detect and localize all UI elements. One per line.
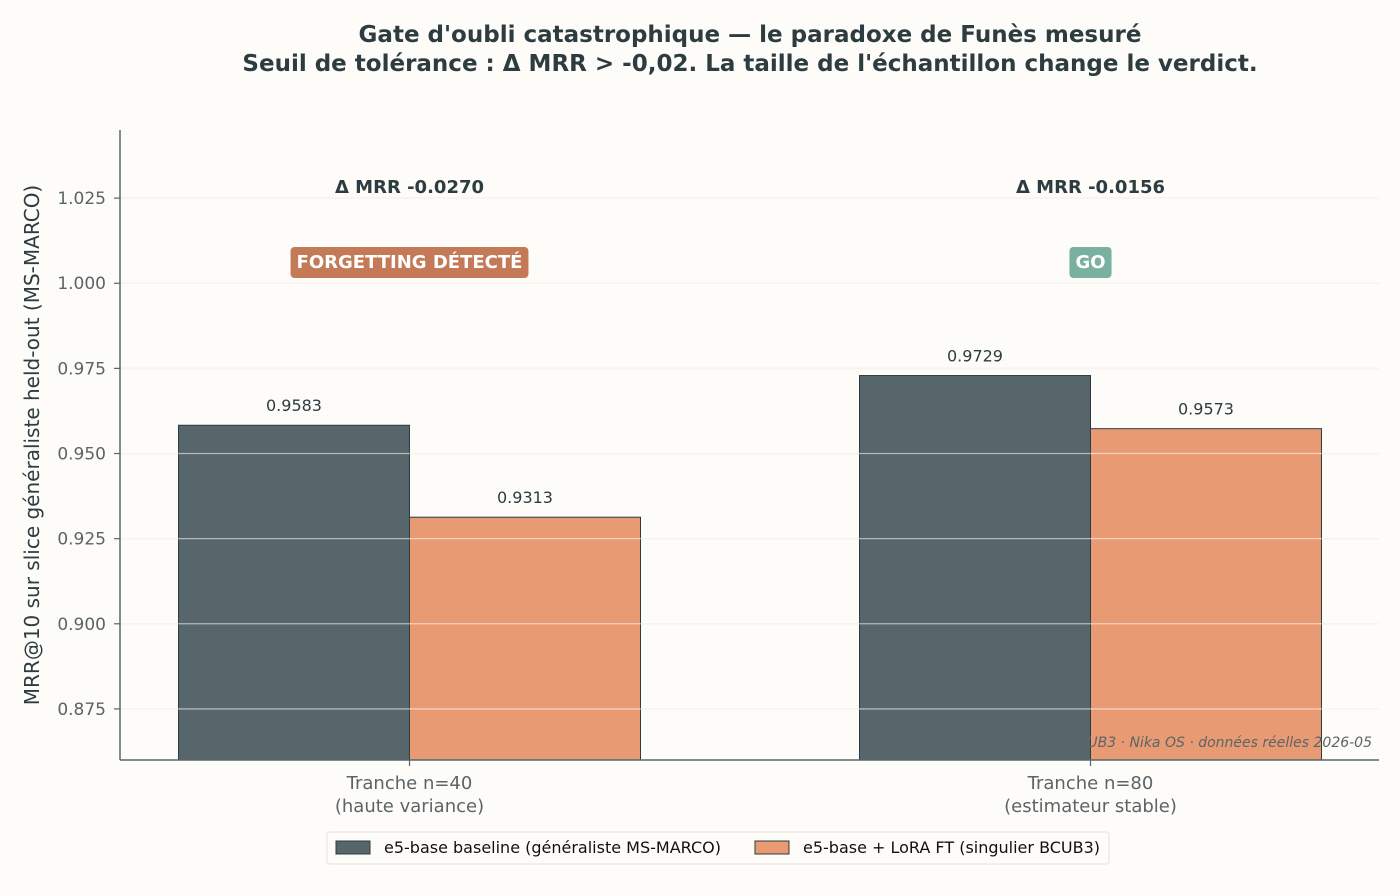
watermark-text: BCUB3 · Nika OS · données réelles 2026-0…: [1068, 735, 1372, 751]
x-tick-label: (estimateur stable): [1004, 796, 1177, 817]
chart-title-line: Gate d'oubli catastrophique — le paradox…: [359, 22, 1142, 48]
value-label: 0.9573: [1178, 400, 1234, 419]
x-tick-label: (haute variance): [335, 796, 484, 817]
bars: [178, 375, 1322, 761]
value-labels: 0.9583 0.9729 0.9313 0.9573: [266, 347, 1234, 508]
y-tick-label: 0.925: [57, 530, 106, 550]
y-tick-label: 0.950: [57, 445, 106, 465]
legend-item: e5-base baseline (généraliste MS-MARCO): [384, 838, 721, 857]
grid-overlay: [120, 197, 1379, 710]
y-tick-label: 0.900: [57, 615, 106, 635]
verdict-badge-text: FORGETTING DÉTECTÉ: [297, 251, 523, 273]
value-label: 0.9729: [947, 347, 1003, 366]
verdict-badge: [290, 247, 529, 278]
legend-item: e5-base + LoRA FT (singulier BCUB3): [803, 838, 1100, 857]
verdict-badge-text: GO: [1075, 252, 1105, 273]
y-tick-label: 1.025: [57, 189, 106, 209]
watermark: BCUB3 · Nika OS · données réelles 2026-0…: [1068, 735, 1372, 751]
delta-annotation: Δ MRR -0.0156: [1016, 177, 1165, 198]
bar-baseline-2: [859, 375, 1091, 761]
bar-lora-2: [1090, 428, 1322, 761]
y-tick-label: 1.000: [57, 274, 106, 294]
bar-baseline-1: [178, 424, 410, 761]
legend-swatch: [754, 840, 790, 855]
bar-lora-1: [409, 516, 641, 761]
annotations: Δ MRR -0.0270 FORGETTING DÉTECTÉ Δ MRR -0.…: [290, 177, 1165, 278]
legend-swatch: [335, 840, 371, 855]
delta-annotation: Δ MRR -0.0270: [335, 177, 484, 198]
y-tick-label: 0.875: [57, 700, 106, 720]
value-label: 0.9583: [266, 396, 322, 415]
verdict-badge: [1069, 247, 1112, 278]
legend: e5-base baseline (généraliste MS-MARCO) e…: [326, 831, 1110, 865]
axes: 0.875 0.900 0.925 0.950 0.975 1.000 1.025 Tranc…: [20, 130, 1379, 817]
chart-title: Gate d'oubli catastrophique — le paradox…: [242, 22, 1257, 77]
legend-box: [326, 831, 1110, 865]
y-axis-label: MRR@10 sur slice généraliste held-out (M…: [20, 185, 44, 705]
y-tick-label: 0.975: [57, 359, 106, 379]
chart-title-line: Seuil de tolérance : Δ MRR > -0,02. La t…: [242, 51, 1257, 77]
value-label: 0.9313: [497, 488, 553, 507]
x-tick-label: Tranche n=40: [346, 773, 473, 794]
x-tick-label: Tranche n=80: [1027, 773, 1154, 794]
